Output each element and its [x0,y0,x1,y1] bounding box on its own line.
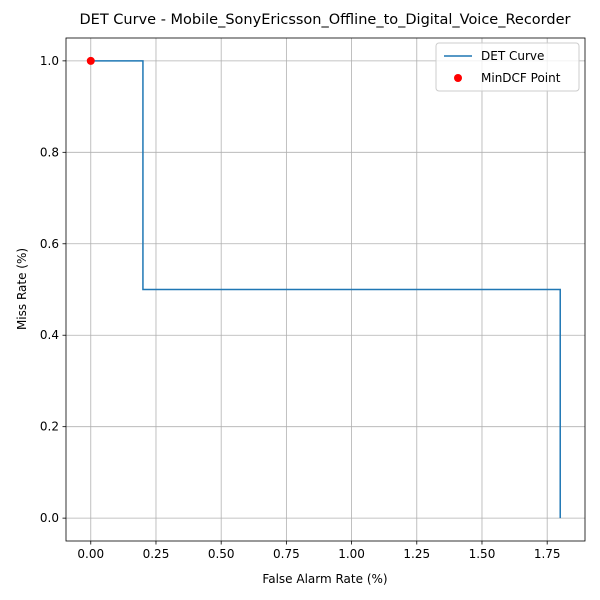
axis-ticks: 0.00 0.25 0.50 0.75 1.00 1.25 1.50 1.75 0.0 0.2 0.… [40,54,561,561]
mindcf-point [86,56,95,65]
plot-area [86,56,561,519]
y-tick-label: 1.0 [40,54,59,68]
y-tick-label: 0.8 [40,145,59,159]
x-tick-label: 0.00 [77,547,104,561]
legend-label-det-curve: DET Curve [481,49,544,63]
x-tick-label: 1.75 [534,547,561,561]
x-tick-label: 0.50 [208,547,235,561]
legend-dot-swatch [454,74,462,82]
x-tick-label: 0.75 [273,547,300,561]
x-axis-label: False Alarm Rate (%) [262,572,387,586]
chart-title: DET Curve - Mobile_SonyEricsson_Offline_… [80,12,571,28]
x-tick-label: 0.25 [143,547,170,561]
y-tick-label: 0.2 [40,420,59,434]
x-tick-label: 1.25 [403,547,430,561]
y-tick-label: 0.6 [40,237,59,251]
legend: DET Curve MinDCF Point [435,42,580,92]
y-tick-label: 0.0 [40,511,59,525]
x-tick-label: 1.00 [338,547,365,561]
y-axis-label: Miss Rate (%) [15,248,29,330]
legend-label-mindcf-point: MinDCF Point [481,71,561,85]
legend-box [435,42,580,92]
y-tick-label: 0.4 [40,328,59,342]
det-curve-line [90,60,561,519]
x-tick-label: 1.50 [469,547,496,561]
axes-frame [65,37,586,542]
